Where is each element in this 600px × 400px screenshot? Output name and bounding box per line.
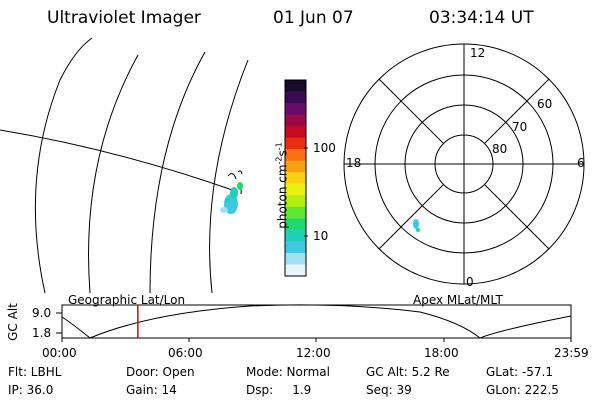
mlt-label-6: 6 (577, 156, 585, 170)
colorbar-swatch (285, 160, 306, 173)
colorbar-label: photon cm-2s-1 (274, 142, 290, 229)
glon-info: GLon: 222.5 (486, 383, 559, 397)
geographic-label: Geographic Lat/Lon (68, 293, 186, 307)
xtick-0600: 06:00 (168, 346, 203, 360)
latitude-arc (88, 54, 139, 294)
gc-alt-info: GC Alt: 5.2 Re (366, 365, 450, 379)
coastline (227, 170, 243, 180)
ytick-9: 9.0 (32, 306, 52, 320)
geographic-map-panel (0, 37, 249, 294)
aurora-polar-emission (413, 219, 420, 232)
polar-diagonal (484, 78, 550, 144)
colorbar-swatch (285, 241, 306, 254)
xtick-1200: 12:00 (296, 346, 331, 360)
dsp-info: Dsp: 1.9 (246, 383, 312, 397)
colorbar-swatch (285, 137, 306, 150)
apex-label: Apex MLat/MLT (413, 293, 503, 307)
xtick-2359: 23:59 (554, 346, 589, 360)
ip-info: IP: 36.0 (8, 383, 54, 397)
colorbar-swatch (285, 195, 306, 208)
colorbar (284, 79, 307, 277)
seq-info: Seq: 39 (366, 383, 412, 397)
colorbar-tick-10: 10 (313, 229, 329, 243)
glat-info: GLat: -57.1 (486, 365, 553, 379)
polar-diagonal (484, 184, 550, 250)
colorbar-swatch (285, 126, 306, 139)
colorbar-swatch (285, 80, 306, 93)
latitude-arc (149, 51, 206, 294)
aurora-map-emission (220, 182, 243, 214)
colorbar-swatch (285, 206, 306, 219)
gain-info: Gain: 14 (126, 383, 177, 397)
filter-info: Flt: LBHL (8, 365, 62, 379)
colorbar-swatch (285, 183, 306, 196)
lat-label-60: 60 (537, 97, 553, 111)
mode-info: Mode: Normal (246, 365, 330, 379)
colorbar-frame (284, 79, 307, 277)
colorbar-ticks (304, 147, 308, 237)
lat-label-70: 70 (512, 120, 528, 134)
colorbar-swatch (285, 172, 306, 185)
altitude-curve (61, 304, 572, 339)
colorbar-swatch (285, 218, 306, 231)
observation-time: 03:34:14 UT (429, 8, 534, 28)
observation-date: 01 Jun 07 (273, 8, 354, 28)
latitude-arc (209, 59, 249, 294)
polar-diagonal (378, 78, 444, 144)
timeline-ylabel: GC Alt (6, 303, 20, 341)
xtick-1800: 18:00 (424, 346, 459, 360)
timeline-ticks (61, 338, 572, 342)
mlt-label-12: 12 (470, 46, 486, 60)
latitude-arc (34, 37, 93, 294)
timeline-panel (56, 304, 572, 342)
colorbar-swatch (285, 149, 306, 162)
colorbar-swatch (285, 91, 306, 104)
lat-label-80: 80 (492, 142, 508, 156)
colorbar-swatch (285, 229, 306, 242)
xtick-0000: 00:00 (42, 346, 77, 360)
colorbar-swatch (285, 264, 306, 277)
polar-diagonal (378, 184, 444, 250)
longitude-line (0, 129, 239, 193)
colorbar-tick-100: 100 (313, 141, 336, 155)
door-info: Door: Open (126, 365, 195, 379)
colorbar-swatch (285, 252, 306, 265)
ytick-1-8: 1.8 (32, 326, 52, 340)
mlt-label-0: 0 (466, 275, 474, 289)
colorbar-swatch (285, 114, 306, 127)
mlt-label-18: 18 (346, 156, 362, 170)
instrument-title: Ultraviolet Imager (47, 8, 201, 28)
colorbar-swatch (285, 103, 306, 116)
polar-plot (343, 43, 585, 285)
